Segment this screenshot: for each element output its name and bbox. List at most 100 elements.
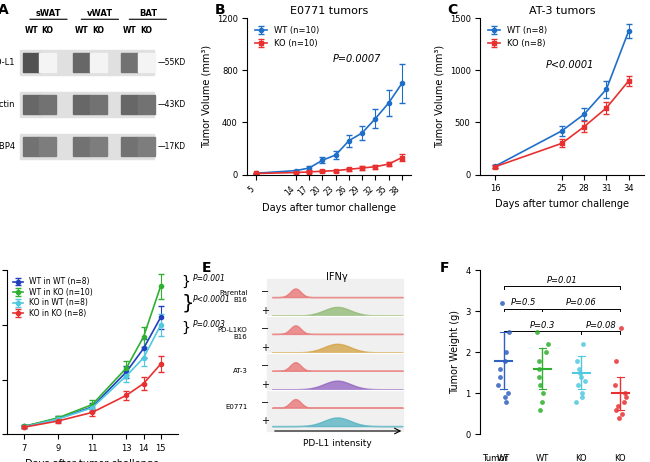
Y-axis label: Tumor Volume (mm³): Tumor Volume (mm³) [202, 45, 211, 148]
Point [620, 389, 630, 397]
X-axis label: Days after tumor challenge: Days after tumor challenge [495, 199, 629, 209]
Point [534, 365, 544, 372]
Bar [90, 137, 107, 156]
Text: P=0.06: P=0.06 [566, 298, 597, 307]
Point [535, 382, 545, 389]
Text: —17KD: —17KD [157, 142, 185, 151]
Text: P=0.003: P=0.003 [193, 320, 226, 329]
Point [577, 394, 588, 401]
Point [577, 340, 588, 348]
Text: −: − [261, 361, 268, 371]
Point [573, 382, 583, 389]
Text: —55KD: —55KD [157, 58, 185, 67]
Point [620, 394, 630, 401]
Point [497, 299, 508, 307]
Text: −: − [261, 287, 268, 298]
Bar [138, 95, 155, 114]
Point [616, 324, 627, 332]
Bar [138, 137, 155, 156]
Point [536, 398, 547, 405]
Point [534, 357, 544, 364]
Bar [138, 53, 155, 72]
Bar [39, 95, 56, 114]
Point [617, 410, 627, 418]
Bar [267, 279, 402, 431]
Text: E: E [202, 261, 211, 274]
Point [500, 394, 510, 401]
Bar [73, 95, 90, 114]
Point [532, 328, 542, 335]
Point [500, 357, 510, 364]
Point [501, 398, 512, 405]
Bar [122, 95, 138, 114]
Point [501, 349, 512, 356]
Text: PD-L1: PD-L1 [0, 58, 15, 67]
Point [543, 340, 553, 348]
Text: +: + [261, 343, 268, 353]
Text: P=0.01: P=0.01 [547, 276, 577, 285]
Text: WT: WT [536, 454, 549, 462]
Text: vWAT: vWAT [87, 9, 113, 18]
Point [576, 373, 586, 381]
Title: E0771 tumors: E0771 tumors [290, 6, 368, 16]
Text: C: C [448, 3, 458, 17]
Text: +: + [261, 379, 268, 389]
Text: A: A [0, 3, 8, 17]
Point [541, 349, 552, 356]
Legend: WT (n=8), KO (n=8): WT (n=8), KO (n=8) [484, 23, 551, 51]
Point [577, 389, 587, 397]
Text: FABP4: FABP4 [0, 142, 15, 151]
Point [504, 328, 514, 335]
Text: B: B [215, 3, 226, 17]
Text: WT: WT [25, 25, 38, 35]
Text: PD-L1KO
B16: PD-L1KO B16 [218, 327, 248, 340]
Text: Parental
B16: Parental B16 [219, 290, 248, 304]
Text: P=0.5: P=0.5 [510, 298, 536, 307]
Text: +: + [261, 416, 268, 426]
X-axis label: Days after tumor challenge: Days after tumor challenge [25, 459, 159, 462]
Point [534, 373, 544, 381]
Point [495, 373, 505, 381]
Text: }: } [181, 294, 194, 313]
Point [610, 382, 620, 389]
Point [614, 414, 625, 422]
Point [619, 398, 629, 405]
Bar [23, 95, 40, 114]
Text: P=0.3: P=0.3 [530, 321, 555, 330]
Text: BAT: BAT [139, 9, 157, 18]
Text: IFNγ: IFNγ [326, 272, 348, 282]
Text: KO: KO [92, 25, 104, 35]
Text: P=0.0007: P=0.0007 [332, 54, 381, 64]
Bar [20, 134, 154, 159]
Text: +: + [261, 306, 268, 316]
Text: WT: WT [497, 454, 510, 462]
Text: −: − [261, 398, 268, 408]
Text: KO: KO [614, 454, 626, 462]
Point [495, 365, 505, 372]
Point [579, 377, 590, 385]
Point [538, 389, 548, 397]
Text: −: − [261, 324, 268, 334]
Text: Tumor: Tumor [482, 454, 508, 462]
Bar [73, 53, 90, 72]
Text: F: F [439, 261, 449, 274]
Bar [122, 137, 138, 156]
Point [571, 398, 581, 405]
Point [572, 357, 582, 364]
Bar [20, 92, 154, 117]
Bar [23, 137, 40, 156]
Point [610, 406, 621, 413]
Bar [20, 50, 154, 75]
Text: KO: KO [575, 454, 587, 462]
X-axis label: Days after tumor challenge: Days after tumor challenge [262, 203, 396, 213]
Text: PD-L1 intensity: PD-L1 intensity [303, 439, 372, 448]
Point [611, 357, 621, 364]
Text: sWAT: sWAT [36, 9, 61, 18]
Bar [90, 53, 107, 72]
Bar [122, 53, 138, 72]
Text: WT: WT [123, 25, 136, 35]
Text: KO: KO [140, 25, 152, 35]
Title: AT-3 tumors: AT-3 tumors [528, 6, 595, 16]
Y-axis label: Tumor Weight (g): Tumor Weight (g) [450, 310, 460, 395]
Text: KO: KO [42, 25, 53, 35]
